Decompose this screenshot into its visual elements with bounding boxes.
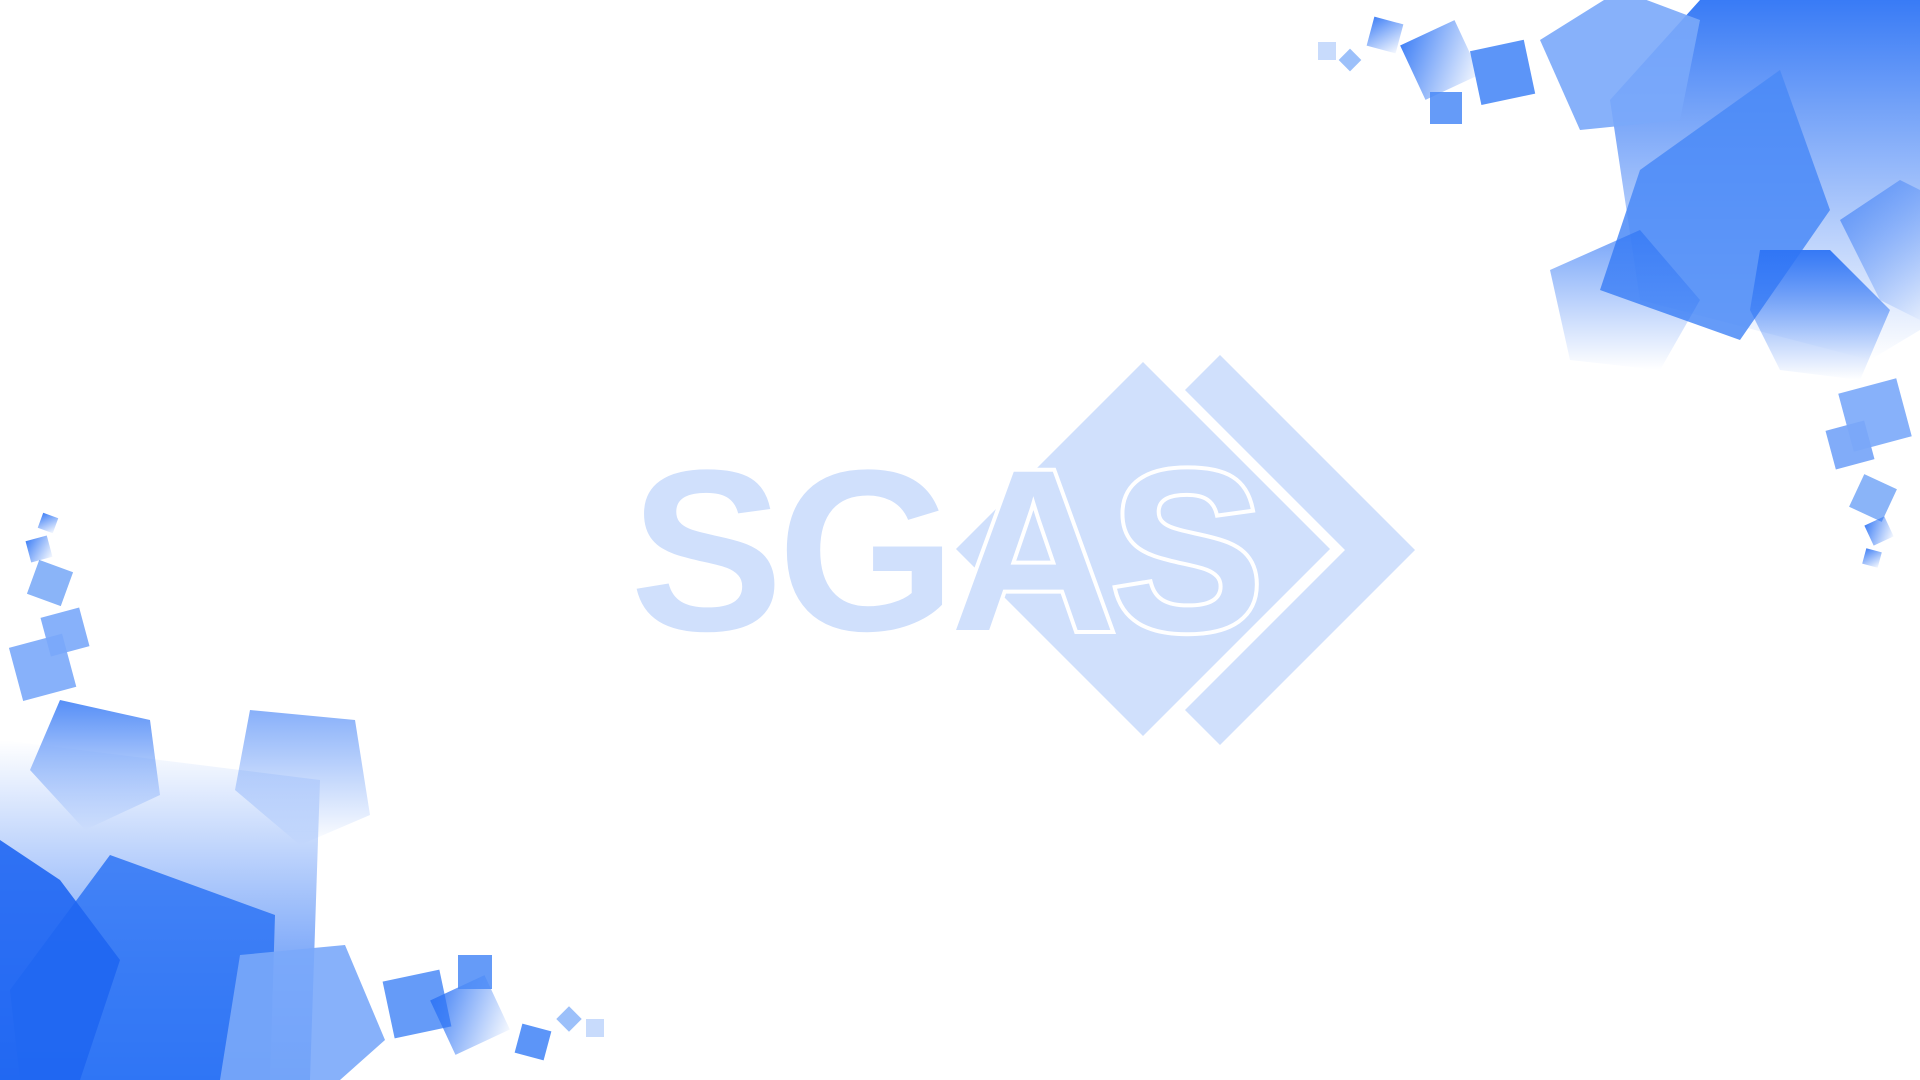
logo-wordmark: SGAS bbox=[630, 422, 1258, 679]
sgas-logo: SGAS bbox=[620, 350, 1440, 750]
square-shape bbox=[1430, 92, 1462, 124]
square-shape bbox=[1366, 16, 1404, 54]
square-shape bbox=[26, 559, 74, 607]
pentagon-shape bbox=[30, 700, 160, 830]
square-shape bbox=[1825, 420, 1875, 470]
square-shape bbox=[1849, 474, 1897, 522]
square-shape bbox=[1864, 516, 1894, 546]
logo-chevron bbox=[620, 350, 1260, 355]
sgas-logo-mark: SGAS bbox=[620, 350, 1415, 745]
square-shape bbox=[1862, 548, 1882, 568]
logo-diamond bbox=[956, 362, 1330, 736]
pentagon-shape bbox=[1550, 230, 1700, 370]
logo-chevron bbox=[1185, 355, 1415, 745]
pentagon-shape bbox=[220, 945, 385, 1080]
pentagon-shape bbox=[1840, 180, 1920, 320]
square-shape bbox=[1400, 20, 1480, 100]
pentagon-shape bbox=[1750, 250, 1890, 380]
square-shape bbox=[556, 1006, 582, 1032]
square-shape bbox=[430, 975, 510, 1055]
square-shape bbox=[1318, 42, 1336, 60]
pentagon-shape bbox=[235, 710, 370, 845]
square-shape bbox=[1469, 39, 1536, 106]
square-shape bbox=[382, 969, 452, 1039]
square-shape bbox=[37, 512, 59, 534]
pentagon-shape bbox=[0, 840, 120, 1080]
square-shape bbox=[458, 955, 492, 989]
pentagon-shape bbox=[1540, 0, 1700, 130]
square-shape bbox=[586, 1019, 604, 1037]
square-shape bbox=[25, 535, 53, 563]
square-shape bbox=[40, 607, 90, 657]
square-shape bbox=[514, 1023, 552, 1061]
